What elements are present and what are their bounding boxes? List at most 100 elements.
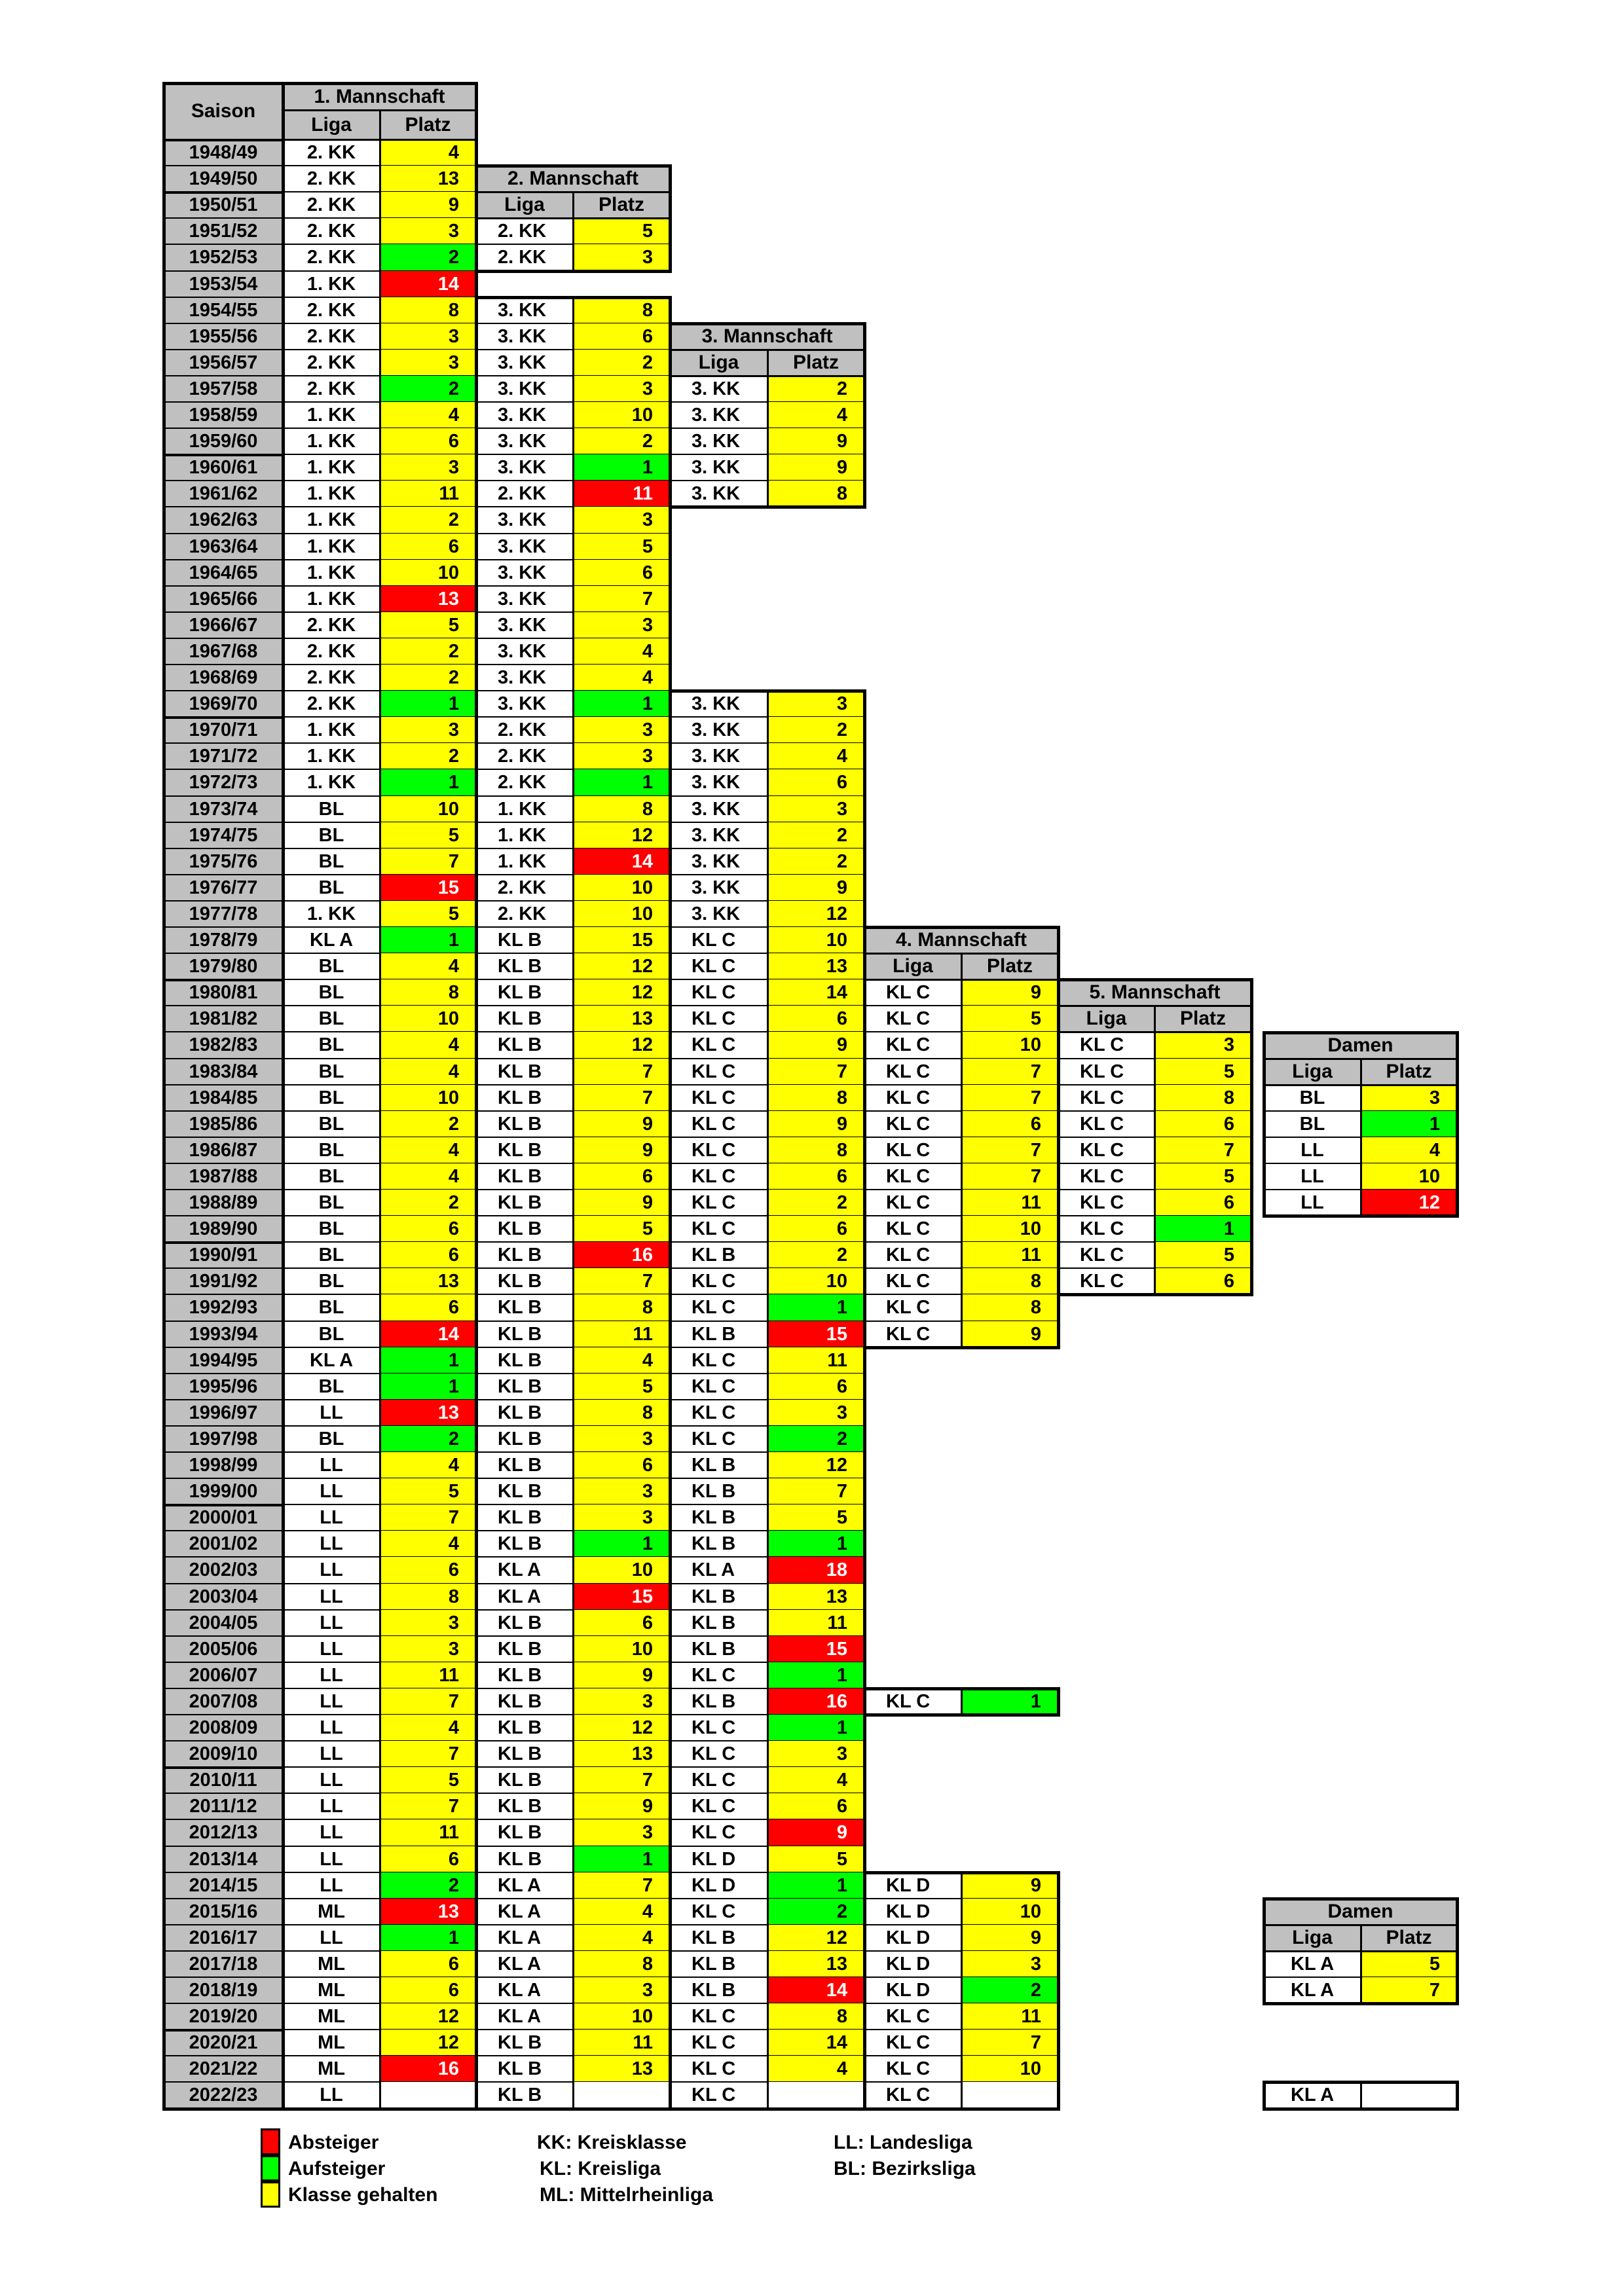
team5-liga-cell: KL C bbox=[1080, 1218, 1124, 1239]
team3b-platz-cell: 9 bbox=[767, 875, 864, 901]
grid-line bbox=[164, 1688, 283, 1689]
legend-aufsteiger: Aufsteiger bbox=[288, 2158, 386, 2179]
team4a-platz-cell: 10 bbox=[961, 1032, 1058, 1059]
legend-kk: KK: Kreisklasse bbox=[537, 2132, 687, 2153]
team1-platz-cell: 4 bbox=[380, 1452, 476, 1478]
team4a-liga-cell: KL C bbox=[886, 1323, 931, 1345]
team3a-title: 3. Mannschaft bbox=[670, 323, 864, 350]
team5-liga-cell: KL C bbox=[1080, 1087, 1124, 1108]
grid-line bbox=[1262, 2080, 1459, 2084]
season-cell: 1955/56 bbox=[164, 323, 283, 350]
team2b-liga-cell: KL B bbox=[498, 1795, 542, 1817]
grid-line bbox=[474, 269, 672, 273]
team4c-liga-cell: KL D bbox=[886, 1927, 931, 1948]
team3b-platz-cell: 7 bbox=[767, 1059, 864, 1085]
team1-platz-cell bbox=[380, 2082, 476, 2109]
season-cell: 1978/79 bbox=[164, 927, 283, 953]
season-cell: 1985/86 bbox=[164, 1111, 283, 1137]
team4c-liga-cell: KL D bbox=[886, 1901, 931, 1922]
team2b-platz-cell: 12 bbox=[573, 979, 670, 1006]
season-cell: 1976/77 bbox=[164, 875, 283, 901]
grid-line bbox=[668, 321, 672, 509]
team4a-liga-cell: KL C bbox=[886, 1218, 931, 1239]
grid-line bbox=[164, 1058, 283, 1059]
grid-line bbox=[379, 110, 381, 139]
season-cell: 1968/69 bbox=[164, 665, 283, 691]
team3b-liga-cell: KL C bbox=[692, 1349, 736, 1371]
team2b-platz-cell: 3 bbox=[573, 1478, 670, 1504]
team1-liga-cell: 1. KK bbox=[306, 536, 356, 557]
grid-line bbox=[164, 217, 283, 219]
team3b-platz-cell: 2 bbox=[767, 1190, 864, 1216]
grid-line bbox=[668, 2107, 866, 2111]
team1-platz-cell: 2 bbox=[380, 743, 476, 769]
team2b-platz-cell: 5 bbox=[573, 1216, 670, 1242]
team2b-platz-cell: 10 bbox=[573, 402, 670, 428]
grid-line bbox=[1249, 977, 1253, 1296]
team2b-liga-cell: KL A bbox=[498, 1874, 542, 1896]
team2b-liga-cell: 3. KK bbox=[498, 640, 547, 662]
team3a-platz-cell: 2 bbox=[767, 376, 864, 402]
team1-liga-cell: 1. KK bbox=[306, 719, 356, 740]
grid-line bbox=[164, 848, 283, 849]
team3b-liga-cell: KL C bbox=[692, 1087, 736, 1108]
team1-platz-cell: 5 bbox=[380, 822, 476, 848]
season-cell: 1997/98 bbox=[164, 1426, 283, 1452]
team5-liga-cell: KL C bbox=[1080, 1165, 1124, 1187]
grid-line bbox=[164, 611, 283, 613]
grid-line bbox=[164, 1163, 283, 1164]
team1-platz-cell: 11 bbox=[380, 481, 476, 507]
team2b-liga-cell: KL A bbox=[498, 2005, 542, 2027]
team5-platz-cell: 8 bbox=[1154, 1085, 1251, 1111]
damen3-liga-cell: KL A bbox=[1290, 2085, 1335, 2105]
grid-line bbox=[164, 1556, 283, 1558]
team4a-liga-cell: KL C bbox=[886, 1270, 931, 1292]
team2b-liga-cell: KL A bbox=[498, 1901, 542, 1922]
team3b-platz-cell: 4 bbox=[767, 743, 864, 769]
season-cell: 1957/58 bbox=[164, 376, 283, 402]
team1-platz-cell: 8 bbox=[380, 1584, 476, 1610]
grid-line bbox=[164, 1241, 283, 1244]
grid-line bbox=[164, 874, 283, 875]
season-cell: 2013/14 bbox=[164, 1846, 283, 1872]
team1-platz-cell: 1 bbox=[380, 1925, 476, 1951]
team1-liga-cell: LL bbox=[320, 1743, 343, 1764]
grid-line bbox=[164, 2029, 283, 2032]
team1-platz-cell: 4 bbox=[380, 402, 476, 428]
team4b-platz-cell: 1 bbox=[961, 1688, 1058, 1715]
grid-line bbox=[164, 1267, 283, 1269]
team3b-liga-cell: KL C bbox=[692, 1270, 736, 1292]
team2b-platz-cell: 15 bbox=[573, 1584, 670, 1610]
team4c-platz-cell: 9 bbox=[961, 1925, 1058, 1951]
team2b-liga-cell: 3. KK bbox=[498, 299, 547, 321]
team1-platz-cell: 10 bbox=[380, 796, 476, 822]
team3a-platz-cell: 8 bbox=[767, 481, 864, 507]
team2b-platz-cell bbox=[573, 2082, 670, 2109]
team2b-platz-cell: 13 bbox=[573, 2056, 670, 2082]
team1-liga-cell: BL bbox=[318, 824, 344, 846]
team2b-platz-cell: 3 bbox=[573, 1504, 670, 1531]
grid-line bbox=[474, 164, 478, 273]
team2b-liga-cell: KL B bbox=[498, 955, 542, 977]
team3b-liga-cell: KL C bbox=[692, 2032, 736, 2053]
grid-line bbox=[164, 664, 283, 665]
team3b-platz-cell: 6 bbox=[767, 1374, 864, 1400]
team2b-liga-cell: 2. KK bbox=[498, 745, 547, 767]
team2a-platz-header: Platz bbox=[573, 192, 670, 218]
team4a-platz-cell: 7 bbox=[961, 1059, 1058, 1085]
team2b-platz-cell: 6 bbox=[573, 323, 670, 350]
team1-liga-cell: 2. KK bbox=[306, 614, 356, 636]
team1-platz-cell: 5 bbox=[380, 612, 476, 638]
team3b-platz-cell: 13 bbox=[767, 1951, 864, 1977]
team3b-liga-cell: KL B bbox=[692, 1533, 736, 1554]
team1-platz-cell: 4 bbox=[380, 1163, 476, 1190]
damen1-platz-cell: 4 bbox=[1361, 1137, 1457, 1163]
grid-line bbox=[164, 1977, 283, 1978]
grid-line bbox=[164, 1189, 283, 1190]
grid-line bbox=[474, 295, 672, 299]
team3b-liga-cell: KL C bbox=[692, 981, 736, 1003]
team3b-platz-cell: 1 bbox=[767, 1531, 864, 1557]
team2b-liga-cell: KL B bbox=[498, 1323, 542, 1345]
grid-line bbox=[572, 218, 574, 271]
grid-line bbox=[164, 1583, 283, 1584]
